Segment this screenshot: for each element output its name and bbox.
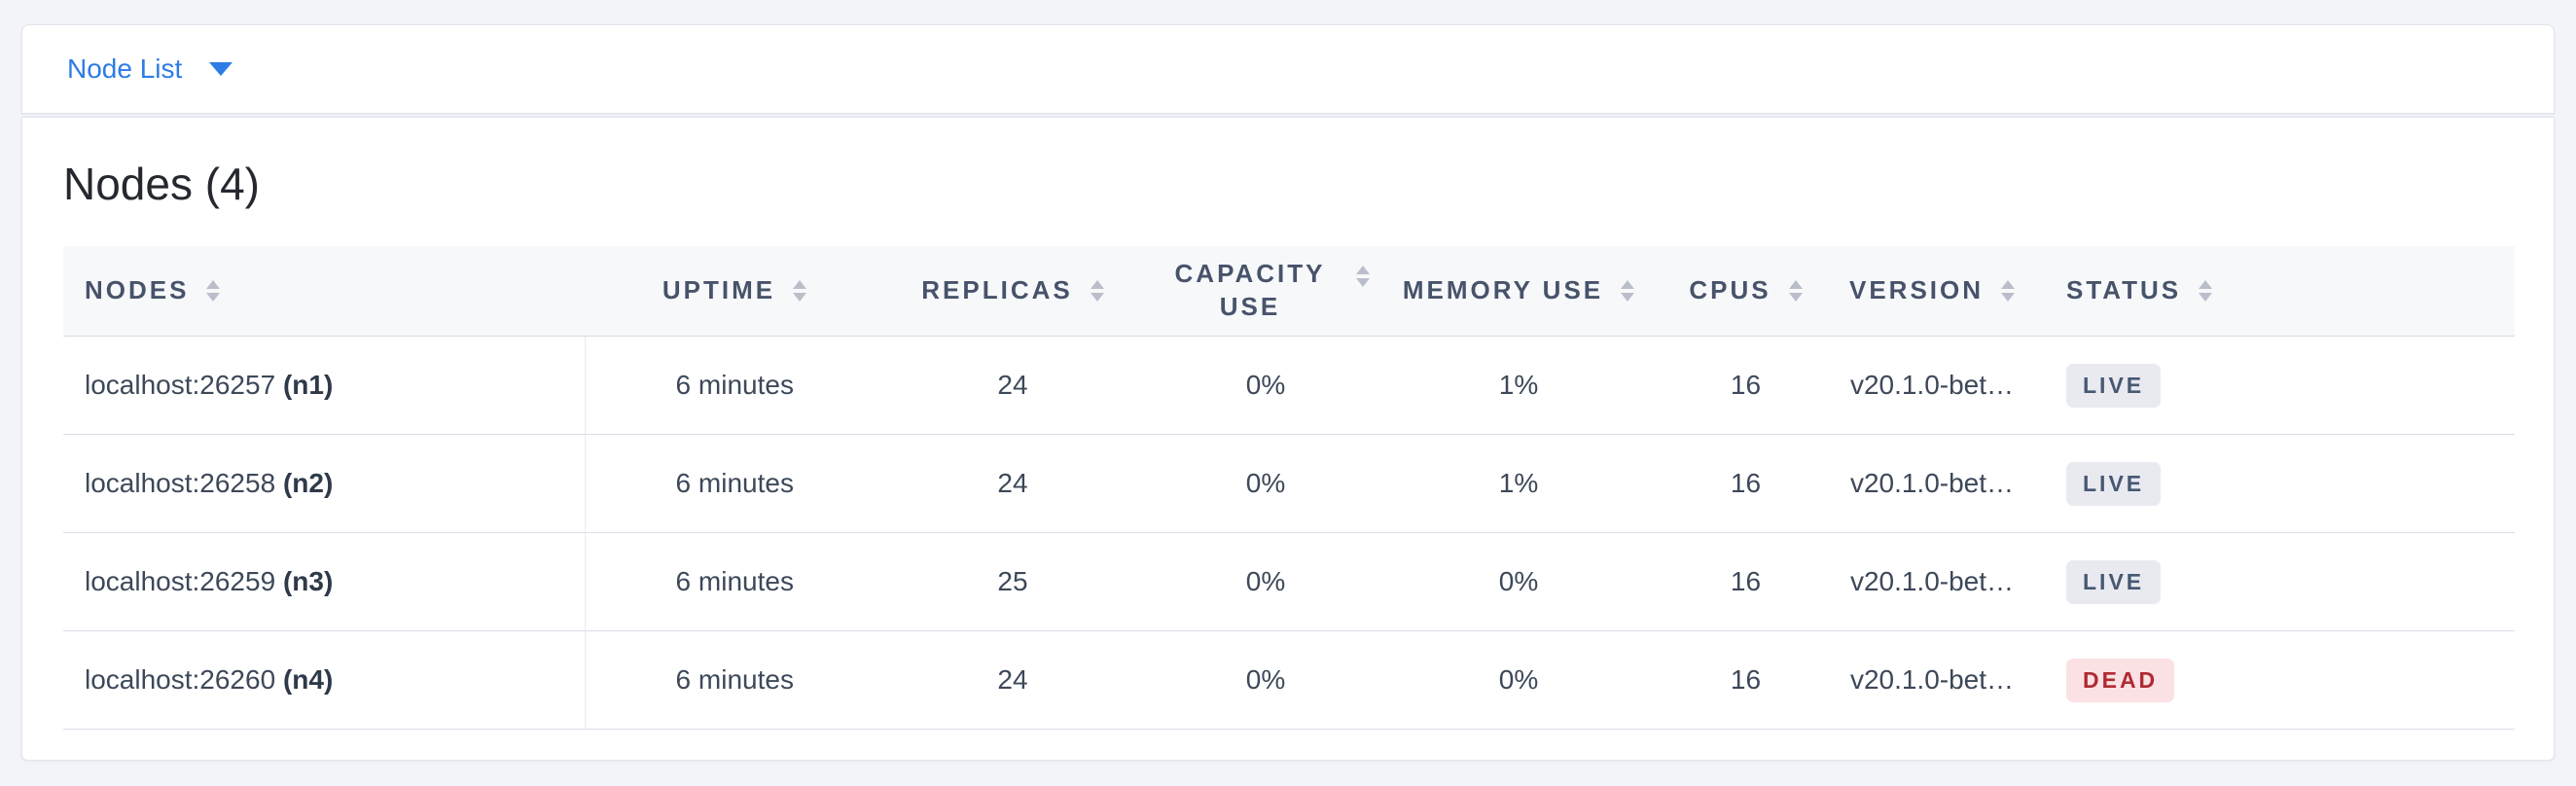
node-id: (n1): [282, 370, 334, 400]
node-row[interactable]: localhost:26257 (n1) 6 minutes 24 0% 1% …: [63, 336, 2515, 435]
column-header-nodes[interactable]: Nodes: [63, 245, 585, 337]
uptime-cell: 6 minutes: [585, 532, 884, 631]
node-list-dropdown-label: Node List: [67, 54, 183, 84]
column-header-status[interactable]: Status: [2020, 245, 2515, 337]
sort-icon[interactable]: [793, 279, 807, 302]
node-address: localhost:26259: [85, 566, 276, 596]
cpus-cell: 16: [1647, 336, 1844, 435]
sort-icon[interactable]: [1090, 279, 1104, 302]
node-row[interactable]: localhost:26260 (n4) 6 minutes 24 0% 0% …: [63, 630, 2515, 730]
node-id: (n4): [282, 664, 334, 695]
status-cell: LIVE: [2020, 532, 2515, 631]
column-header-memory-use[interactable]: Memory Use: [1390, 245, 1647, 337]
nodes-panel: Nodes (4) Nodes Uptime Replicas: [21, 117, 2555, 761]
status-badge: LIVE: [2066, 363, 2162, 408]
sort-icon[interactable]: [2199, 279, 2213, 302]
node-address: localhost:26258: [85, 468, 276, 498]
node-address: localhost:26257: [85, 370, 276, 400]
replicas-cell: 25: [884, 532, 1141, 631]
sort-icon[interactable]: [2001, 279, 2016, 302]
sort-icon[interactable]: [206, 279, 221, 302]
node-cell[interactable]: localhost:26259 (n3): [63, 532, 586, 631]
memory-use-cell: 1%: [1390, 434, 1647, 533]
memory-use-cell: 1%: [1390, 336, 1647, 435]
replicas-cell: 24: [884, 336, 1141, 435]
status-cell: DEAD: [2020, 630, 2515, 730]
column-header-replicas[interactable]: Replicas: [884, 245, 1141, 337]
column-header-cpus[interactable]: CPUs: [1647, 245, 1844, 337]
capacity-use-cell: 0%: [1141, 434, 1390, 533]
nodes-table: Nodes Uptime Replicas Capacity Use Memor…: [63, 245, 2515, 730]
column-header-capacity-use[interactable]: Capacity Use: [1141, 245, 1390, 337]
node-cell[interactable]: localhost:26257 (n1): [63, 336, 586, 435]
status-badge: LIVE: [2066, 461, 2162, 506]
node-row[interactable]: localhost:26258 (n2) 6 minutes 24 0% 1% …: [63, 434, 2515, 533]
nodes-table-body: localhost:26257 (n1) 6 minutes 24 0% 1% …: [63, 336, 2515, 730]
uptime-cell: 6 minutes: [585, 630, 884, 730]
capacity-use-cell: 0%: [1141, 336, 1390, 435]
version-cell: v20.1.0-bet…: [1844, 336, 2020, 435]
nodes-table-header: Nodes Uptime Replicas Capacity Use Memor…: [63, 245, 2515, 337]
capacity-use-cell: 0%: [1141, 532, 1390, 631]
column-header-version[interactable]: Version: [1844, 245, 2020, 337]
uptime-cell: 6 minutes: [585, 434, 884, 533]
node-id: (n2): [282, 468, 334, 498]
view-selector-bar: Node List: [21, 24, 2555, 114]
sort-icon[interactable]: [1788, 279, 1803, 302]
chevron-down-icon: [209, 62, 233, 76]
status-badge: LIVE: [2066, 559, 2162, 604]
cpus-cell: 16: [1647, 434, 1844, 533]
cpus-cell: 16: [1647, 532, 1844, 631]
node-list-dropdown[interactable]: Node List: [67, 54, 233, 85]
uptime-cell: 6 minutes: [585, 336, 884, 435]
node-cell[interactable]: localhost:26258 (n2): [63, 434, 586, 533]
node-id: (n3): [282, 566, 334, 596]
replicas-cell: 24: [884, 434, 1141, 533]
replicas-cell: 24: [884, 630, 1141, 730]
status-cell: LIVE: [2020, 336, 2515, 435]
version-cell: v20.1.0-bet…: [1844, 434, 2020, 533]
version-cell: v20.1.0-bet…: [1844, 532, 2020, 631]
sort-icon[interactable]: [1621, 279, 1635, 302]
panel-title: Nodes (4): [63, 159, 260, 209]
node-address: localhost:26260: [85, 664, 276, 695]
cpus-cell: 16: [1647, 630, 1844, 730]
column-header-uptime[interactable]: Uptime: [585, 245, 884, 337]
status-badge: DEAD: [2066, 658, 2175, 702]
memory-use-cell: 0%: [1390, 630, 1647, 730]
status-cell: LIVE: [2020, 434, 2515, 533]
node-row[interactable]: localhost:26259 (n3) 6 minutes 25 0% 0% …: [63, 532, 2515, 631]
memory-use-cell: 0%: [1390, 532, 1647, 631]
capacity-use-cell: 0%: [1141, 630, 1390, 730]
node-cell[interactable]: localhost:26260 (n4): [63, 630, 586, 730]
version-cell: v20.1.0-bet…: [1844, 630, 2020, 730]
sort-icon[interactable]: [1356, 265, 1370, 287]
